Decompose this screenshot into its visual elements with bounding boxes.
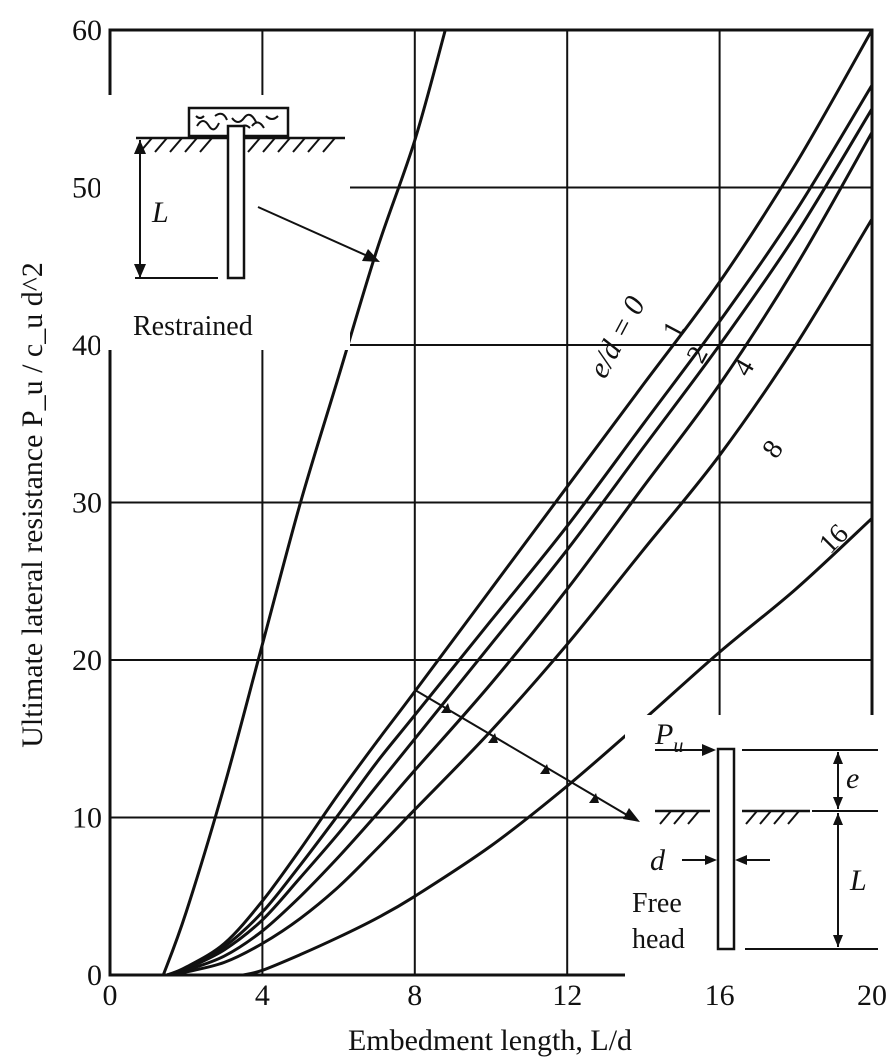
ground-hatch-restrained (139, 137, 336, 153)
load-label: Pu (654, 718, 683, 757)
x-tick-label: 20 (857, 979, 887, 1012)
curve-label-1: 1 (657, 316, 691, 343)
series-line-3 (166, 108, 874, 977)
free-head-caption-line2: head (632, 924, 685, 955)
free-head-pointer-arrowhead (623, 808, 640, 822)
y-tick-label: 10 (72, 802, 102, 835)
curve-label-4: 4 (727, 354, 761, 382)
pile-cap-aggregate (195, 112, 279, 131)
curve-label-16: 16 (813, 518, 855, 560)
tick-labels: 0 4 8 12 16 20 0 10 20 30 40 50 60 (72, 14, 887, 1012)
x-axis-title: Embedment length, L/d (348, 1024, 632, 1057)
series-line-5 (166, 218, 874, 977)
curve-label-ed0: e/d = 0 (582, 291, 652, 383)
x-tick-label: 16 (705, 979, 735, 1012)
diameter-label: d (650, 844, 666, 877)
y-tick-label: 20 (72, 644, 102, 677)
y-tick-label: 30 (72, 487, 102, 520)
length-label-restrained: L (151, 196, 169, 229)
pile-free-head (716, 747, 736, 951)
y-axis-title: Ultimate lateral resistance P_u / c_u d^… (16, 262, 49, 748)
grid-lines (110, 30, 872, 975)
length-arrows-restrained (134, 140, 146, 278)
eccentricity-arrows (833, 752, 843, 809)
series-line-4 (166, 131, 874, 977)
y-tick-label: 40 (72, 329, 102, 362)
restrained-caption: Restrained (133, 311, 253, 342)
diameter-arrow-left-head (705, 855, 717, 865)
restrained-pointer-line (257, 206, 373, 259)
series-line-1 (166, 29, 874, 977)
series-line-6 (242, 517, 874, 977)
x-tick-label: 8 (407, 979, 422, 1012)
load-arrowhead (702, 744, 716, 756)
ground-hatch-free-head (659, 810, 800, 825)
diameter-arrow-right-head (735, 855, 747, 865)
y-tick-label: 50 (72, 172, 102, 205)
restrained-pointer-arrowhead (362, 249, 380, 262)
x-tick-label: 0 (103, 979, 118, 1012)
series-curves (161, 29, 874, 977)
free-head-inset: Pu e L d Free head (625, 715, 880, 977)
x-tick-label: 4 (255, 979, 270, 1012)
y-tick-label: 0 (87, 959, 102, 992)
free-head-caption-line1: Free (632, 888, 682, 919)
plot-frame (108, 28, 874, 977)
pile-restrained (226, 124, 246, 280)
eccentricity-label: e (846, 762, 859, 795)
restrained-inset: L Restrained (100, 95, 350, 350)
series-line-2 (166, 84, 874, 977)
series-line-0 (161, 29, 447, 976)
load-subscript: u (673, 735, 683, 757)
length-label-free-head: L (849, 864, 867, 897)
load-symbol: P (654, 718, 673, 751)
y-tick-label: 60 (72, 14, 102, 47)
x-tick-label: 12 (552, 979, 582, 1012)
curve-label-8: 8 (756, 435, 789, 464)
